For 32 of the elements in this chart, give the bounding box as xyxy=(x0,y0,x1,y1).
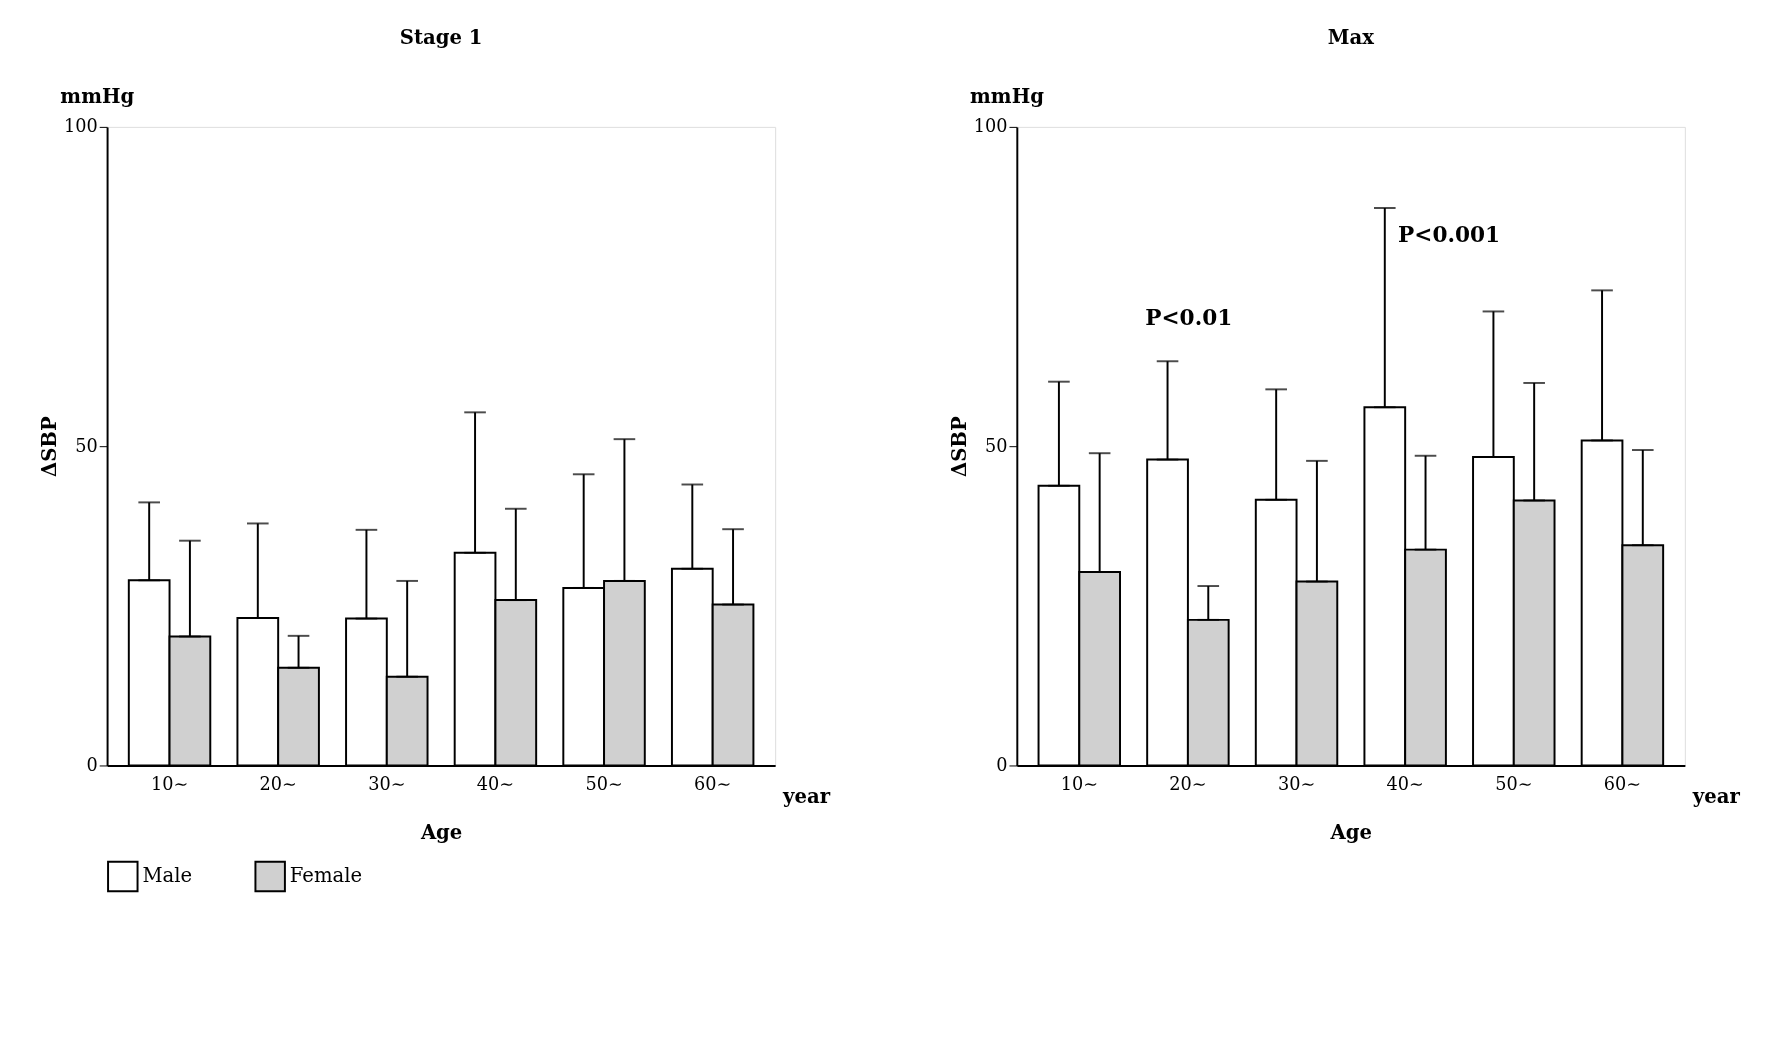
x-tick-label: 10∼ xyxy=(1060,773,1098,794)
text: year xyxy=(782,784,831,808)
y-tick-label: 0 xyxy=(996,754,1008,775)
x-axis-title: Age xyxy=(1329,820,1373,844)
text: year xyxy=(1691,784,1741,808)
x-tick-label: 60∼ xyxy=(694,773,732,794)
y-axis-title: ΔSBP xyxy=(947,416,971,478)
x-tick-label: 20∼ xyxy=(1169,773,1207,794)
legend-label: Female xyxy=(289,864,363,888)
text: mmHg xyxy=(60,85,135,109)
x-tick-label: 10∼ xyxy=(150,773,189,794)
annotation: P<0.01 xyxy=(1145,305,1233,331)
x-tick-label: 30∼ xyxy=(1277,773,1316,794)
x-axis-title: Age xyxy=(419,820,463,844)
x-tick-label: 20∼ xyxy=(259,773,297,794)
x-tick-label: 50∼ xyxy=(1495,773,1533,794)
y-tick-label: 50 xyxy=(984,435,1008,456)
y-tick-label: 50 xyxy=(75,435,98,456)
x-tick-label: 40∼ xyxy=(1386,773,1424,794)
y-tick-label: 100 xyxy=(64,116,98,137)
x-tick-label: 60∼ xyxy=(1603,773,1642,794)
annotation: P<0.001 xyxy=(1398,222,1501,248)
legend-label: Male xyxy=(142,864,193,888)
x-tick-label: 30∼ xyxy=(368,773,406,794)
x-tick-label: 50∼ xyxy=(585,773,623,794)
chart-title: Stage 1 xyxy=(399,26,483,50)
y-axis-title: ΔSBP xyxy=(38,416,62,478)
y-tick-label: 0 xyxy=(86,754,98,775)
chart-title: Max xyxy=(1327,26,1375,50)
y-tick-label: 100 xyxy=(973,116,1008,137)
text: mmHg xyxy=(970,85,1045,109)
x-tick-label: 40∼ xyxy=(476,773,515,794)
